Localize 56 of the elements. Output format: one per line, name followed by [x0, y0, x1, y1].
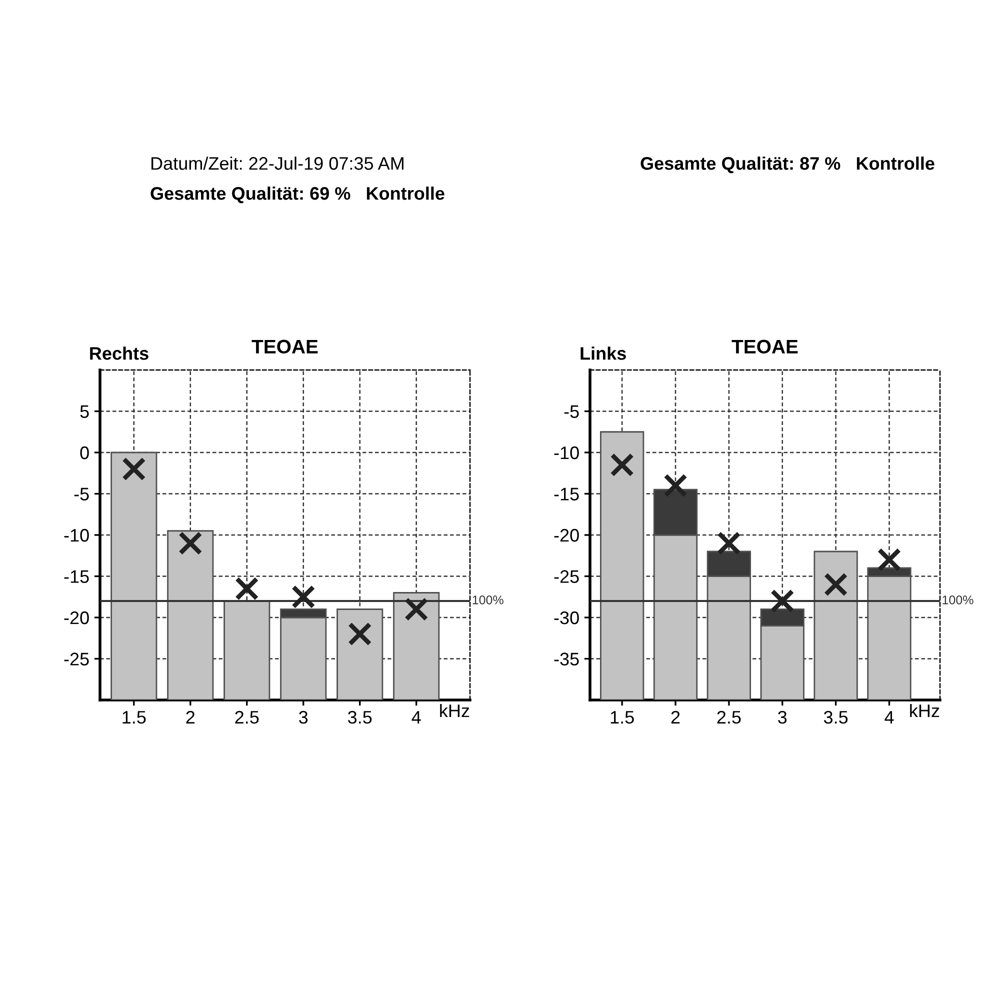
- x-tick-label: 2.5: [235, 710, 259, 724]
- point: [770, 589, 794, 613]
- x-tick-label: 4: [412, 711, 421, 724]
- y-tick-label: -20: [64, 611, 89, 624]
- bar: [814, 550, 858, 700]
- x-axis-title: kHz: [440, 704, 470, 718]
- x-tick-label: 2: [671, 710, 680, 724]
- point: [404, 597, 428, 622]
- y-tick-label: 5: [80, 405, 89, 418]
- point: [824, 572, 848, 596]
- point: [716, 531, 741, 556]
- y-axis-title: Links: [580, 346, 626, 360]
- y-tick-label: -25: [64, 652, 89, 666]
- chart-title: TEOAE: [252, 340, 318, 354]
- x-tick-label: 3.5: [348, 710, 372, 724]
- bar: [110, 452, 158, 700]
- bar: [600, 431, 644, 700]
- x-tick-label: 1.5: [122, 711, 146, 724]
- y-tick-label: -20: [554, 528, 579, 542]
- chart-title: TEOAE: [732, 340, 798, 354]
- y-axis-title: Rechts: [90, 346, 148, 360]
- x-axis-title: kHz: [910, 704, 940, 718]
- text: 100%: [942, 596, 974, 604]
- point: [877, 548, 902, 572]
- point: [664, 474, 688, 498]
- x-tick-label: 1.5: [610, 711, 634, 724]
- bar: [167, 530, 214, 700]
- point: [122, 457, 146, 481]
- point: [178, 531, 202, 556]
- x-tick-label: 3: [778, 710, 787, 724]
- y-tick-label: -10: [64, 528, 89, 542]
- x-tick-label: 3.5: [824, 710, 848, 724]
- y-tick-label: -5: [74, 488, 89, 500]
- x-tick-label: 2: [186, 710, 194, 724]
- y-tick-label: -25: [554, 570, 579, 583]
- y-tick-label: -30: [554, 611, 579, 624]
- point: [234, 576, 259, 601]
- y-tick-label: 0: [80, 446, 89, 460]
- y-tick-label: -35: [554, 652, 579, 666]
- text: 100%: [472, 596, 504, 604]
- bar: [224, 600, 270, 700]
- point: [610, 452, 634, 477]
- bar: [336, 608, 384, 700]
- bar: [393, 592, 440, 700]
- x-tick-label: 4: [884, 711, 894, 724]
- x-tick-label: 3: [299, 710, 308, 724]
- text: Gesamte Qualität: 87 % Kontrolle: [640, 156, 934, 174]
- point: [291, 584, 316, 609]
- text: Gesamte Qualität: 69 % Kontrolle: [150, 186, 444, 204]
- y-tick-label: -5: [564, 405, 579, 418]
- x-tick-label: 2.5: [717, 710, 741, 724]
- point: [348, 622, 372, 646]
- y-tick-label: -15: [64, 570, 89, 583]
- y-tick-label: -10: [554, 446, 579, 460]
- y-tick-label: -15: [554, 488, 579, 500]
- text: Datum/Zeit: 22-Jul-19 07:35 AM: [151, 156, 404, 170]
